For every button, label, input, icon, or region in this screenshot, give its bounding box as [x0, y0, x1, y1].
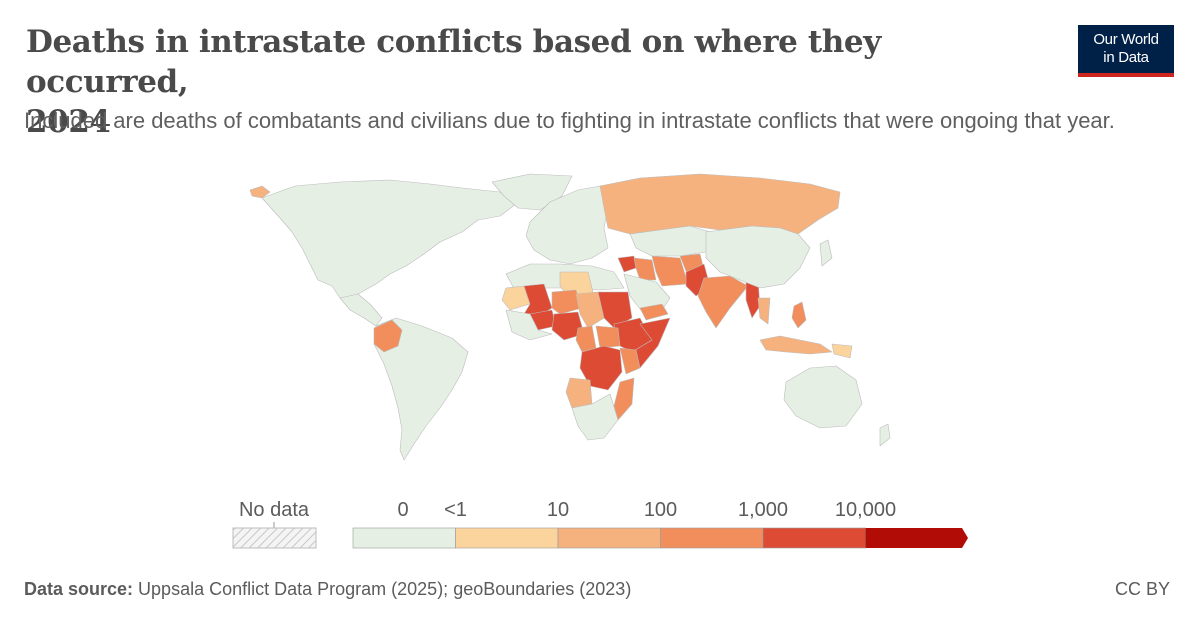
region-iran[interactable] [651, 255, 689, 287]
region-cameroon[interactable] [575, 325, 597, 353]
region-syria[interactable] [617, 255, 637, 273]
chart-title-line1: Deaths in intrastate conflicts based on … [26, 24, 881, 100]
region-europe[interactable] [525, 185, 609, 265]
legend-no-data-swatch [232, 527, 317, 549]
region-yemen[interactable] [639, 303, 669, 321]
region-thailand[interactable] [757, 297, 771, 325]
region-kenya[interactable] [619, 347, 641, 375]
legend-bin-5[interactable] [865, 528, 969, 548]
region-papua-new-guinea[interactable] [831, 343, 853, 359]
region-indonesia[interactable] [759, 335, 833, 355]
region-philippines[interactable] [791, 301, 807, 329]
legend-bin-2[interactable] [557, 527, 661, 549]
region-west-africa-coast[interactable] [505, 309, 553, 341]
footer-source-label: Data source: [24, 579, 134, 599]
chart-title-line2: 2024 [26, 104, 111, 140]
region-japan[interactable] [819, 239, 833, 267]
chart-title: Deaths in intrastate conflicts based on … [26, 22, 986, 142]
legend-label-3: 1,000 [738, 499, 788, 521]
region-nigeria[interactable] [551, 311, 585, 341]
region-new-zealand[interactable] [879, 423, 891, 447]
region-south-america[interactable] [373, 317, 469, 461]
region-india[interactable] [697, 275, 749, 329]
legend-bin-3[interactable] [660, 527, 764, 549]
logo-accent-bar [1078, 73, 1174, 77]
legend-svg: No data 0 <1 10 100 1,000 10,000 [232, 499, 969, 549]
region-southern-africa[interactable] [571, 393, 619, 441]
chart-subtitle: Included are deaths of combatants and ci… [24, 108, 1115, 133]
footer-source: Data source: Uppsala Conflict Data Progr… [24, 579, 631, 600]
owid-logo[interactable]: Our World in Data [1078, 25, 1174, 77]
region-mozambique[interactable] [613, 377, 635, 421]
region-russia[interactable] [599, 173, 841, 235]
region-mauritania[interactable] [501, 285, 531, 311]
logo-line2: in Data [1103, 49, 1149, 66]
legend-label-4: 10,000 [835, 499, 896, 521]
world-map[interactable] [200, 168, 920, 468]
legend-bin-1[interactable] [455, 527, 559, 549]
legend-no-data-label: No data [239, 499, 310, 521]
legend-label-0: <1 [444, 499, 467, 521]
world-map-svg[interactable] [200, 168, 920, 468]
logo-line1: Our World [1093, 31, 1159, 48]
region-colombia[interactable] [373, 319, 403, 353]
region-niger[interactable] [551, 289, 583, 315]
legend: No data 0 <1 10 100 1,000 10,000 [230, 490, 990, 560]
region-chad[interactable] [575, 291, 605, 329]
region-angola[interactable] [565, 377, 593, 409]
footer-license[interactable]: CC BY [1114, 579, 1170, 599]
region-south-sudan[interactable] [595, 325, 621, 349]
legend-bin-0[interactable] [352, 527, 456, 549]
legend-label-2: 100 [644, 499, 677, 521]
region-north-america[interactable] [261, 179, 517, 305]
region-dr-congo[interactable] [579, 345, 623, 391]
footer-source-text[interactable]: Uppsala Conflict Data Program (2025); ge… [133, 579, 632, 599]
region-iraq[interactable] [633, 257, 657, 281]
region-china[interactable] [705, 225, 811, 289]
legend-label-1: 10 [547, 499, 569, 521]
legend-bin-4[interactable] [762, 527, 866, 549]
legend-label-left-0: 0 [397, 499, 408, 521]
region-iceland[interactable] [249, 185, 271, 199]
region-australia[interactable] [783, 365, 863, 429]
region-central-america[interactable] [339, 293, 383, 327]
